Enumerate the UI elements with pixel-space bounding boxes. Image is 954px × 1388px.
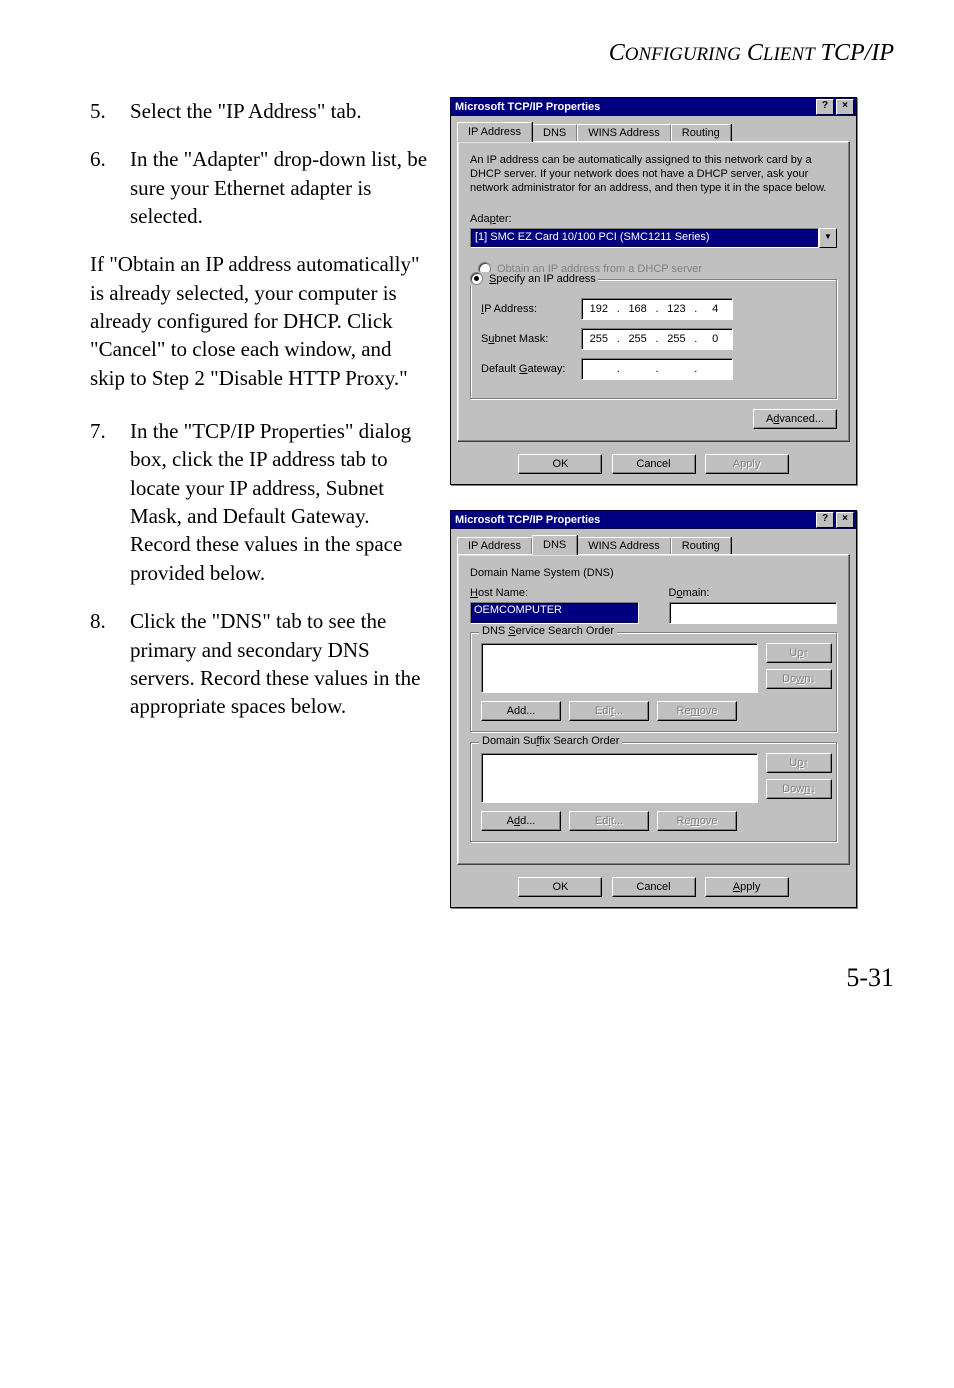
tab-dns[interactable]: DNS <box>532 124 577 141</box>
adapter-value: [1] SMC EZ Card 10/100 PCI (SMC1211 Seri… <box>470 228 819 248</box>
tab-routing[interactable]: Routing <box>671 124 731 141</box>
cancel-button[interactable]: Cancel <box>612 454 696 474</box>
step-number: 6. <box>90 145 130 230</box>
remove-button[interactable]: Remove <box>657 811 737 831</box>
page-number: 5-31 <box>90 963 894 993</box>
step-number: 8. <box>90 607 130 720</box>
ip-octet: 192 <box>582 303 616 315</box>
dialog-title: Microsoft TCP/IP Properties <box>455 101 814 113</box>
radio-label: Specify an IP address <box>489 273 596 285</box>
tab-ip-address[interactable]: IP Address <box>457 122 532 142</box>
titlebar[interactable]: Microsoft TCP/IP Properties ? × <box>451 511 856 529</box>
remove-button[interactable]: Remove <box>657 701 737 721</box>
help-button[interactable]: ? <box>816 512 834 528</box>
titlebar[interactable]: Microsoft TCP/IP Properties ? × <box>451 98 856 116</box>
ip-octet: 168 <box>621 303 655 315</box>
dialog-title: Microsoft TCP/IP Properties <box>455 514 814 526</box>
domain-suffix-listbox[interactable] <box>481 753 758 803</box>
dns-service-order-group: DNS Service Search Order Up↑ Down↓ Add..… <box>470 632 837 732</box>
help-button[interactable]: ? <box>816 99 834 115</box>
ok-button[interactable]: OK <box>518 877 602 897</box>
adapter-label: Adapter: <box>470 213 837 225</box>
default-gateway-label: Default Gateway: <box>481 363 581 375</box>
paragraph: If "Obtain an IP address automatically" … <box>90 250 430 392</box>
tab-wins-address[interactable]: WINS Address <box>577 537 671 554</box>
apply-button[interactable]: Apply <box>705 877 789 897</box>
ip-octet: 255 <box>660 333 694 345</box>
ip-octet: 4 <box>698 303 732 315</box>
radio-specify-ip[interactable]: Specify an IP address <box>470 272 596 285</box>
step-text: In the "TCP/IP Properties" dialog box, c… <box>130 417 430 587</box>
ip-address-input[interactable]: 192. 168. 123. 4 <box>581 298 733 320</box>
step-number: 7. <box>90 417 130 587</box>
up-button[interactable]: Up↑ <box>766 753 832 773</box>
apply-button[interactable]: Apply <box>705 454 789 474</box>
tab-ip-address[interactable]: IP Address <box>457 537 532 554</box>
domain-label: Domain: <box>669 587 838 599</box>
edit-button[interactable]: Edit... <box>569 811 649 831</box>
step-number: 5. <box>90 97 130 125</box>
subnet-mask-input[interactable]: 255. 255. 255. 0 <box>581 328 733 350</box>
default-gateway-input[interactable]: . . . <box>581 358 733 380</box>
host-name-label: Host Name: <box>470 587 639 599</box>
ip-address-label: IP Address: <box>481 303 581 315</box>
tab-dns[interactable]: DNS <box>532 535 577 555</box>
ip-octet: 0 <box>698 333 732 345</box>
tab-wins-address[interactable]: WINS Address <box>577 124 671 141</box>
ip-octet: 255 <box>621 333 655 345</box>
specify-ip-group: Specify an IP address IP Address: 192. 1… <box>470 279 837 399</box>
chevron-down-icon[interactable]: ▼ <box>819 228 837 248</box>
advanced-button[interactable]: Advanced... <box>753 409 837 429</box>
page-header: CONFIGURING CLIENT TCP/IP <box>90 40 894 67</box>
tab-routing[interactable]: Routing <box>671 537 731 554</box>
group-legend: DNS Service Search Order <box>479 625 617 637</box>
domain-input[interactable] <box>669 602 838 624</box>
radio-icon <box>470 272 483 285</box>
ip-octet: 255 <box>582 333 616 345</box>
step-text: In the "Adapter" drop-down list, be sure… <box>130 145 430 230</box>
cancel-button[interactable]: Cancel <box>612 877 696 897</box>
tcpip-properties-dialog-dns: Microsoft TCP/IP Properties ? × IP Addre… <box>450 510 857 908</box>
ip-octet: 123 <box>660 303 694 315</box>
close-button[interactable]: × <box>836 512 854 528</box>
up-button[interactable]: Up↑ <box>766 643 832 663</box>
down-button[interactable]: Down↓ <box>766 779 832 799</box>
close-button[interactable]: × <box>836 99 854 115</box>
step-text: Select the "IP Address" tab. <box>130 97 430 125</box>
domain-suffix-order-group: Domain Suffix Search Order Up↑ Down↓ Add… <box>470 742 837 842</box>
tcpip-properties-dialog-ip: Microsoft TCP/IP Properties ? × IP Addre… <box>450 97 857 485</box>
panel-description: An IP address can be automatically assig… <box>470 154 837 195</box>
adapter-combo[interactable]: [1] SMC EZ Card 10/100 PCI (SMC1211 Seri… <box>470 228 837 248</box>
down-button[interactable]: Down↓ <box>766 669 832 689</box>
add-button[interactable]: Add... <box>481 811 561 831</box>
dns-service-listbox[interactable] <box>481 643 758 693</box>
step-text: Click the "DNS" tab to see the primary a… <box>130 607 430 720</box>
dns-system-label: Domain Name System (DNS) <box>470 567 837 579</box>
host-name-input[interactable]: OEMCOMPUTER <box>470 602 639 624</box>
group-legend: Domain Suffix Search Order <box>479 735 622 747</box>
subnet-mask-label: Subnet Mask: <box>481 333 581 345</box>
add-button[interactable]: Add... <box>481 701 561 721</box>
edit-button[interactable]: Edit... <box>569 701 649 721</box>
ok-button[interactable]: OK <box>518 454 602 474</box>
